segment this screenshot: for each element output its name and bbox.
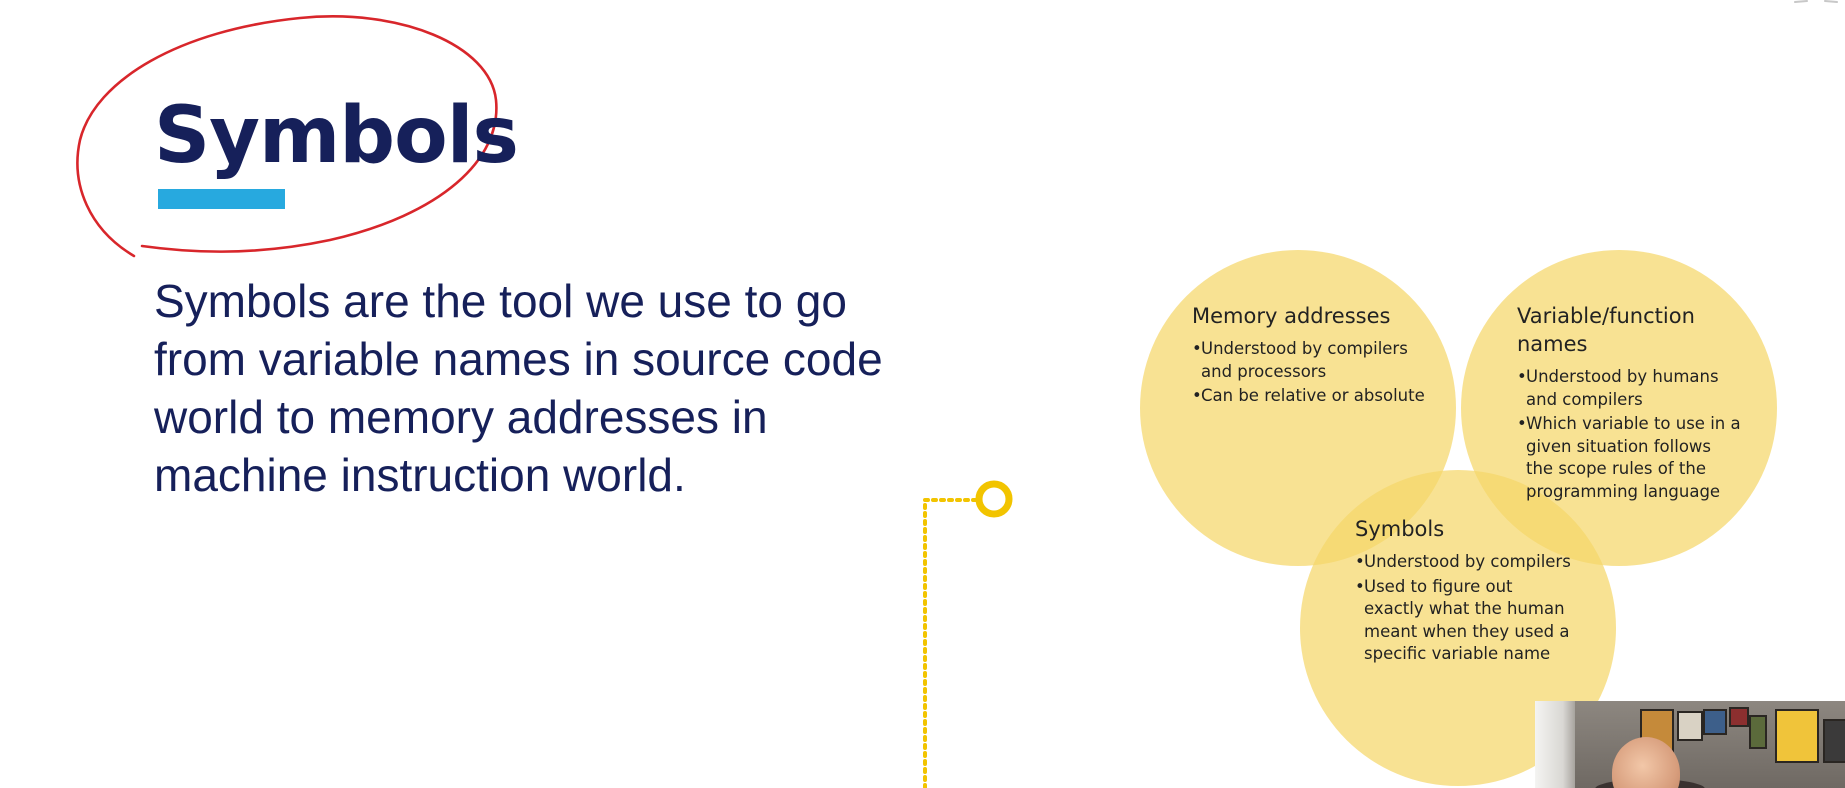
venn-memory-addresses: Memory addresses Understood by compilers… xyxy=(1192,302,1442,410)
venn-symbols-list: Understood by compilers Used to figure o… xyxy=(1355,551,1575,666)
webcam-poster xyxy=(1749,715,1767,749)
webcam-poster xyxy=(1677,711,1703,741)
timeline-node-icon xyxy=(923,480,1013,788)
presenter-face xyxy=(1612,737,1680,788)
webcam-window xyxy=(1535,701,1575,788)
venn-variable-heading: Variable/function names xyxy=(1517,304,1695,356)
webcam-poster xyxy=(1729,707,1749,727)
venn-memory-list: Understood by compilers and processors C… xyxy=(1192,338,1442,408)
venn-circle-memory xyxy=(1140,250,1456,566)
slide-title: Symbols xyxy=(154,91,519,181)
presenter-webcam-feed xyxy=(1535,701,1845,788)
title-underline-bar xyxy=(158,189,285,209)
venn-symbols-item: Used to figure out exactly what the huma… xyxy=(1355,576,1575,666)
venn-symbols-item: Understood by compilers xyxy=(1355,551,1575,574)
corner-mark-icon xyxy=(1794,0,1838,3)
venn-variable-item: Which variable to use in a given situati… xyxy=(1517,413,1742,503)
venn-symbols: Symbols Understood by compilers Used to … xyxy=(1355,515,1575,668)
venn-symbols-heading: Symbols xyxy=(1355,517,1445,541)
venn-memory-heading: Memory addresses xyxy=(1192,304,1391,328)
venn-variable-list: Understood by humans and compilers Which… xyxy=(1517,366,1742,503)
venn-memory-item: Understood by compilers and processors xyxy=(1192,338,1442,383)
webcam-poster xyxy=(1703,709,1727,735)
webcam-poster xyxy=(1775,709,1819,763)
webcam-poster xyxy=(1823,719,1845,763)
venn-variable-item: Understood by humans and compilers xyxy=(1517,366,1742,411)
slide-body-text: Symbols are the tool we use to go from v… xyxy=(154,275,883,501)
venn-variable-names: Variable/function names Understood by hu… xyxy=(1517,302,1742,505)
venn-memory-item: Can be relative or absolute xyxy=(1192,385,1442,408)
